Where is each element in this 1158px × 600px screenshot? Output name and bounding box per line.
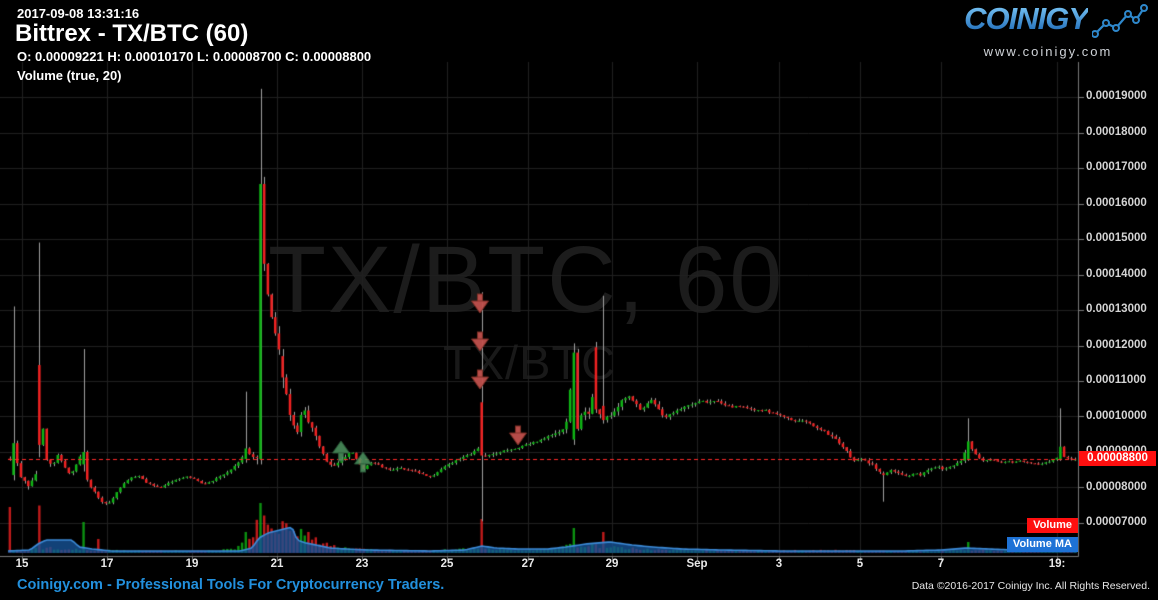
coinigy-logo: COINIGY www.coinigy.com	[948, 1, 1148, 59]
chart-line-icon	[1091, 4, 1148, 43]
volume-indicator-label: Volume (true, 20)	[17, 68, 122, 83]
time-axis-label: Sep	[686, 558, 708, 570]
time-axis-label: 19:	[1048, 558, 1066, 570]
price-axis-label: 0.00019000	[1086, 90, 1147, 102]
time-axis-label: 27	[521, 558, 535, 570]
volume-ma-legend-tag: Volume MA	[1006, 537, 1078, 552]
price-axis-label: 0.00013000	[1086, 303, 1147, 315]
ohlc-readout: O: 0.00009221 H: 0.00010170 L: 0.0000870…	[17, 49, 372, 64]
price-axis-label: 0.00010000	[1086, 409, 1147, 422]
time-axis-label: 17	[100, 558, 114, 570]
time-axis-label: 25	[440, 558, 454, 570]
last-price-tag: 0.00008800	[1079, 451, 1156, 466]
footer-tagline: Coinigy.com - Professional Tools For Cry…	[17, 577, 445, 593]
price-axis-label: 0.00007000	[1086, 516, 1147, 528]
time-axis-label: 21	[270, 558, 284, 570]
volume-legend-tag: Volume	[1027, 518, 1078, 533]
price-axis-label: 0.00012000	[1086, 338, 1147, 351]
time-axis-label: 29	[605, 558, 619, 570]
coinigy-url: www.coinigy.com	[983, 44, 1113, 59]
price-axis-label: 0.00015000	[1086, 232, 1147, 244]
price-axis-label: 0.00011000	[1086, 374, 1147, 386]
footer-copyright: Data ©2016-2017 Coinigy Inc. All Rights …	[911, 580, 1150, 592]
price-axis-label: 0.00018000	[1086, 125, 1147, 138]
time-axis-label: 19	[185, 558, 199, 570]
time-axis-label: 15	[15, 558, 29, 570]
price-axis-label: 0.00008000	[1086, 480, 1147, 493]
time-axis-label: 3	[775, 558, 783, 570]
coinigy-brand-text: COINIGY	[964, 1, 1089, 36]
chart-timestamp: 2017-09-08 13:31:16	[17, 6, 140, 21]
price-axis-label: 0.00016000	[1086, 196, 1147, 209]
time-axis-label: 7	[937, 558, 945, 570]
price-axis-label: 0.00017000	[1086, 161, 1147, 173]
time-axis-label: 23	[355, 558, 369, 570]
price-axis-label: 0.00014000	[1086, 267, 1147, 280]
page-title: Bittrex - TX/BTC (60)	[15, 20, 249, 47]
time-axis-label: 5	[856, 558, 864, 570]
